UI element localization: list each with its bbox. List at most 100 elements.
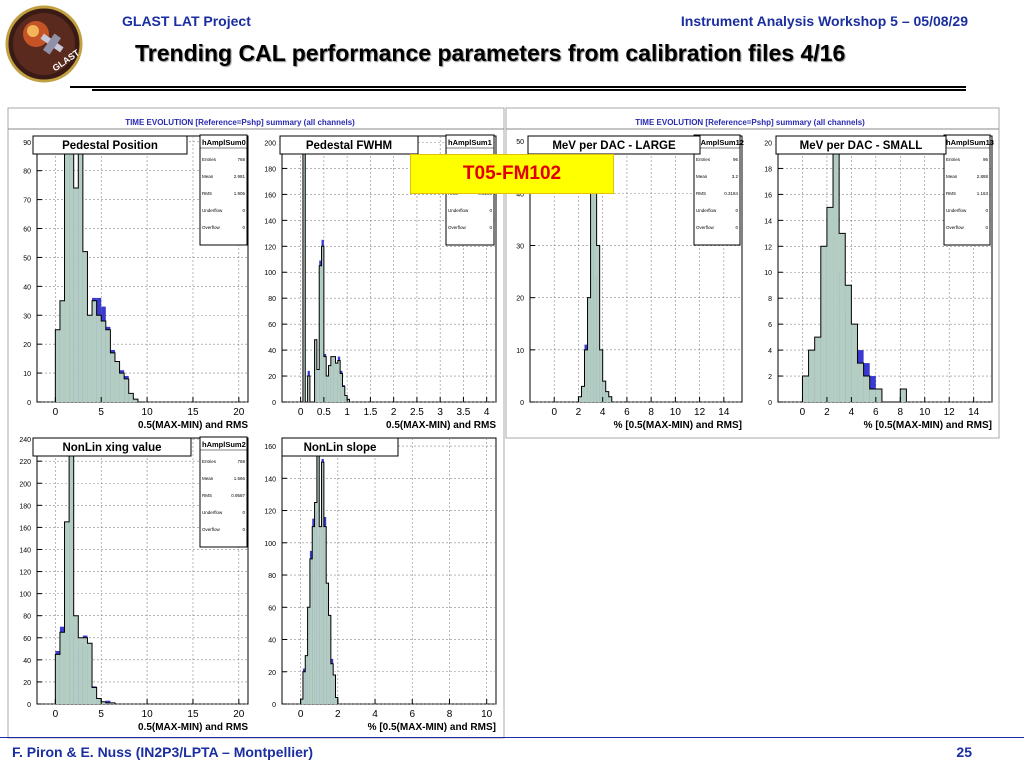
x-tick-label: 6 [873, 407, 879, 418]
stats-value: 0 [735, 208, 738, 213]
histogram-bar [92, 687, 97, 704]
y-tick-label: 10 [23, 371, 31, 378]
stats-value: 0 [985, 208, 988, 213]
stats-label: Mean [696, 174, 708, 179]
x-tick-label: 20 [233, 407, 245, 418]
histogram-canvas: TIME EVOLUTION [Reference=Pshp] summary … [7, 107, 1000, 739]
histogram-bar [69, 450, 74, 704]
histogram-bar [608, 396, 612, 402]
y-tick-label: 30 [516, 244, 524, 251]
histogram-bar [337, 360, 341, 402]
histogram-bar [808, 350, 815, 402]
histogram-bar [321, 246, 324, 402]
y-tick-label: 60 [23, 227, 31, 234]
y-tick-label: 180 [19, 503, 31, 510]
x-tick-label: 14 [968, 407, 980, 418]
footer-divider [0, 737, 1024, 738]
y-tick-label: 20 [268, 670, 276, 677]
histogram-bar [69, 147, 74, 402]
panel-title-box [32, 437, 192, 457]
stats-name: hAmplSum2 [202, 440, 246, 449]
histogram-bar [599, 349, 603, 402]
x-tick-label: 8 [898, 407, 904, 418]
stats-label: Mean [946, 174, 958, 179]
y-tick-label: 20 [516, 296, 524, 303]
x-tick-label: 20 [233, 709, 245, 720]
histogram-bar [55, 654, 60, 704]
y-tick-label: 200 [19, 481, 31, 488]
histogram-bar [59, 300, 65, 402]
y-tick-label: 160 [264, 192, 276, 199]
y-tick-label: 70 [23, 198, 31, 205]
y-tick-label: 40 [268, 348, 276, 355]
histogram-outline [54, 449, 116, 704]
x-tick-label: 2 [335, 709, 341, 720]
stats-value: 96 [983, 157, 989, 162]
histogram-bar [82, 637, 88, 704]
histogram-bar [124, 378, 129, 402]
histogram-bar [59, 632, 65, 704]
y-tick-label: 20 [268, 374, 276, 381]
x-tick-label: 10 [919, 407, 931, 418]
stats-label: Underflow [946, 208, 967, 213]
histogram-bar [309, 558, 313, 704]
panel-title-box [527, 135, 701, 155]
histogram-bar [73, 188, 79, 402]
histogram-outline [801, 141, 907, 403]
stats-label: Underflow [202, 510, 223, 515]
project-name: GLAST LAT Project [122, 13, 251, 29]
x-tick-label: 4 [372, 709, 378, 720]
stats-label: RMS [202, 191, 212, 196]
histogram-bar [321, 462, 324, 704]
y-tick-label: 160 [19, 525, 31, 532]
y-tick-label: 50 [23, 255, 31, 262]
y-tick-label: 20 [23, 680, 31, 687]
stats-label: Mean [202, 174, 214, 179]
histogram-outline [300, 148, 350, 403]
y-tick-label: 80 [23, 614, 31, 621]
histogram-bar [340, 373, 343, 402]
y-tick-label: 180 [264, 166, 276, 173]
x-tick-label: 0 [53, 709, 59, 720]
stats-value: 1.566 [234, 476, 246, 481]
stats-value: 1.163 [977, 191, 989, 196]
y-tick-label: 80 [23, 169, 31, 176]
histogram-bar [851, 324, 858, 402]
histogram-bar [602, 381, 606, 402]
stats-value: 0 [242, 510, 245, 515]
x-tick-label: 2 [576, 407, 582, 418]
y-tick-label: 14 [764, 218, 772, 225]
histogram-bar [101, 321, 106, 402]
histogram-bar [302, 148, 306, 402]
histogram-bar [333, 674, 336, 704]
stats-value: 0 [735, 225, 738, 230]
y-tick-label: 20 [23, 342, 31, 349]
stats-label: Entries [946, 157, 961, 162]
y-tick-label: 0 [272, 702, 276, 709]
panel-title-box [279, 135, 419, 155]
stats-value: 2.981 [234, 174, 246, 179]
x-tick-label: 10 [142, 709, 154, 720]
y-tick-label: 120 [264, 509, 276, 516]
stats-label: RMS [202, 493, 212, 498]
histogram-bar [333, 356, 336, 402]
glast-logo: GLAST [5, 5, 83, 83]
y-tick-label: 100 [264, 541, 276, 548]
stats-name: hAmplSum12 [696, 138, 744, 147]
x-tick-label: 3.5 [456, 407, 470, 418]
panel-title: Pedestal Position [62, 140, 158, 152]
overlay-bar [105, 700, 111, 704]
x-tick-label: 10 [481, 709, 493, 720]
y-tick-label: 100 [264, 270, 276, 277]
y-tick-label: 0 [27, 400, 31, 407]
histogram-bar [82, 251, 88, 402]
histogram-bar [833, 142, 840, 403]
x-tick-label: 0 [298, 709, 304, 720]
x-tick-label: 10 [670, 407, 682, 418]
x-tick-label: 2 [824, 407, 830, 418]
panel-title: NonLin slope [304, 442, 377, 454]
y-tick-label: 12 [764, 244, 772, 251]
stats-name: hAmplSum13 [946, 138, 994, 147]
y-tick-label: 2 [768, 374, 772, 381]
x-tick-label: 8 [447, 709, 453, 720]
